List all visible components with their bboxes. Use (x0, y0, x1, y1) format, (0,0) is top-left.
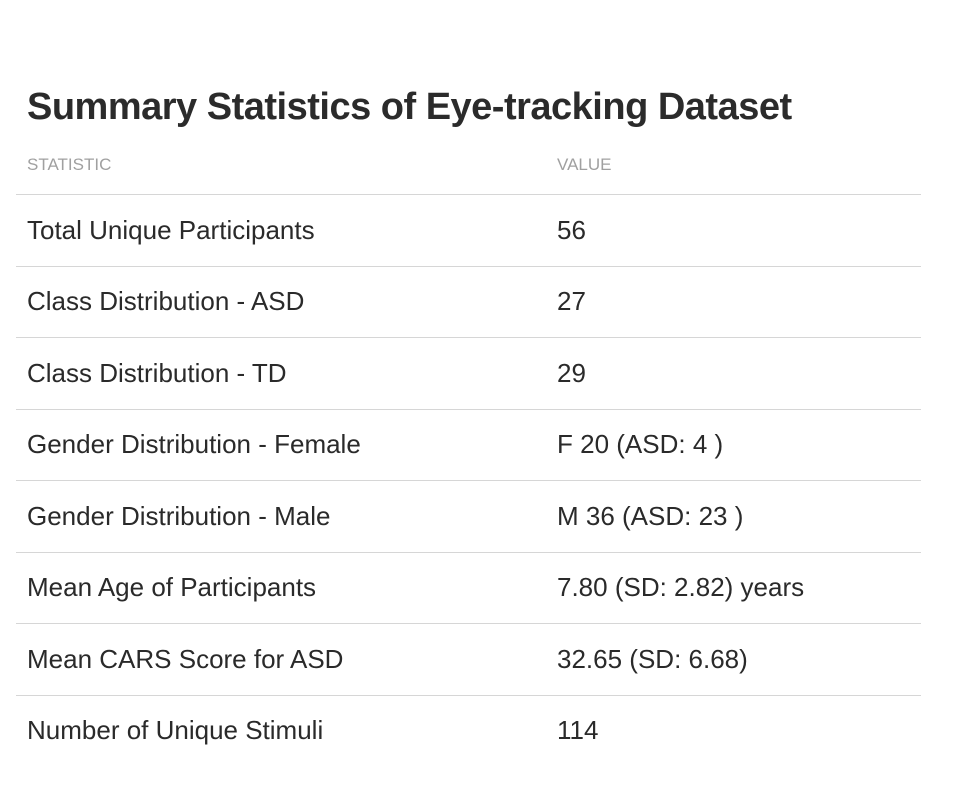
table-row: Number of Unique Stimuli 114 (16, 695, 921, 766)
table-row: Gender Distribution - Male M 36 (ASD: 23… (16, 480, 921, 553)
statistic-cell: Number of Unique Stimuli (27, 715, 324, 746)
statistic-cell: Mean Age of Participants (16, 552, 546, 624)
value-cell: 7.80 (SD: 2.82) years (546, 552, 921, 624)
table-row: Total Unique Participants 56 (16, 194, 921, 267)
value-cell: 56 (546, 194, 921, 267)
statistic-cell: Class Distribution - ASD (16, 266, 546, 338)
table-row: Mean CARS Score for ASD 32.65 (SD: 6.68) (16, 623, 921, 696)
table-title: Summary Statistics of Eye-tracking Datas… (27, 86, 792, 128)
value-cell: F 20 (ASD: 4 ) (546, 409, 921, 481)
summary-table-container: Summary Statistics of Eye-tracking Datas… (16, 78, 921, 766)
value-cell: 32.65 (SD: 6.68) (546, 623, 921, 696)
table-row: Class Distribution - TD 29 (16, 337, 921, 410)
statistic-cell: Gender Distribution - Male (16, 480, 546, 553)
statistic-cell: Total Unique Participants (16, 194, 546, 267)
statistic-cell: Mean CARS Score for ASD (16, 623, 546, 696)
statistic-cell: Class Distribution - TD (16, 337, 546, 410)
statistic-cell: Gender Distribution - Female (16, 409, 546, 481)
value-cell: 29 (546, 337, 921, 410)
header-value: VALUE (546, 136, 921, 195)
table-row: Gender Distribution - Female F 20 (ASD: … (16, 409, 921, 481)
header-row: STATISTIC VALUE (16, 136, 921, 195)
value-cell: M 36 (ASD: 23 ) (546, 480, 921, 553)
summary-table: STATISTIC VALUE Total Unique Participant… (16, 136, 921, 766)
header-statistic: STATISTIC (16, 136, 546, 195)
table-row: Mean Age of Participants 7.80 (SD: 2.82)… (16, 552, 921, 624)
value-cell: 114 (557, 715, 599, 746)
value-cell: 27 (546, 266, 921, 338)
table-row: Class Distribution - ASD 27 (16, 266, 921, 338)
